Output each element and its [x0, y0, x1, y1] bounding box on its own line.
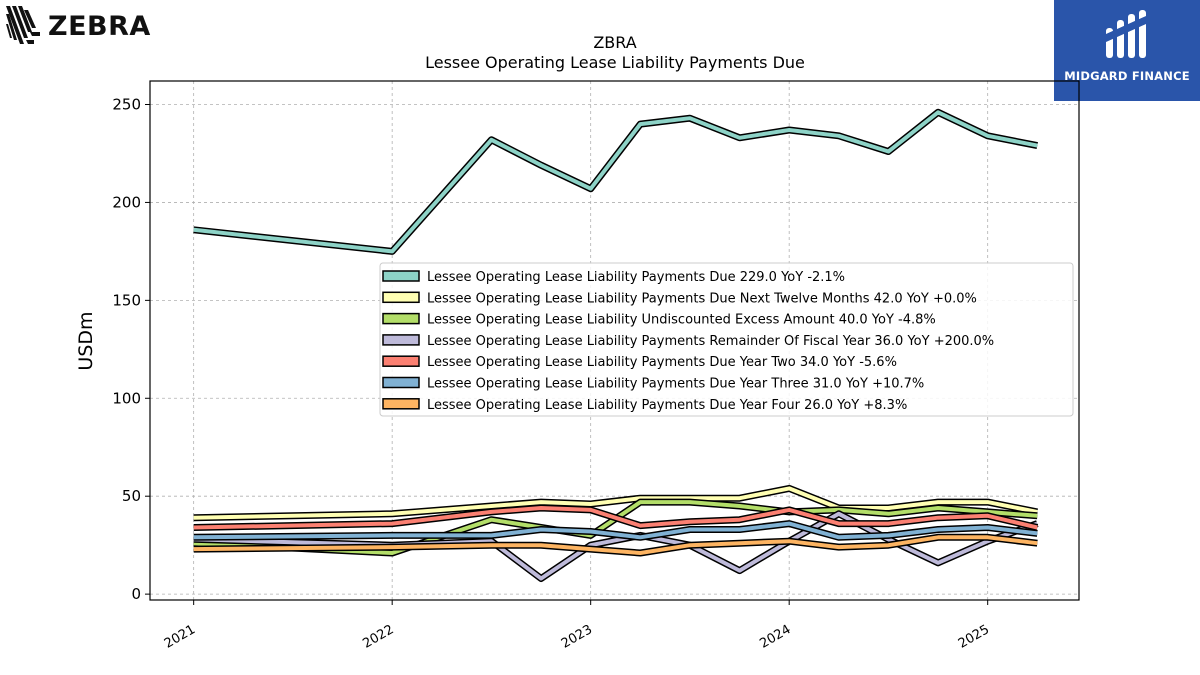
series-line	[193, 108, 1038, 255]
zebra-head-icon	[6, 6, 40, 44]
y-tick-label: 50	[122, 487, 141, 505]
legend: Lessee Operating Lease Liability Payment…	[379, 262, 1074, 417]
brand-badge: MIDGARD FINANCE	[1054, 0, 1200, 101]
legend-swatch	[382, 355, 420, 367]
legend-swatch	[382, 334, 420, 346]
chart-title: ZBRA	[593, 33, 636, 52]
legend-swatch	[382, 291, 420, 304]
x-tick-label: 2023	[559, 622, 595, 652]
legend-label: Lessee Operating Lease Liability Payment…	[427, 377, 924, 392]
y-tick-label: 150	[112, 291, 141, 309]
series-line-core	[193, 521, 1038, 540]
legend-box	[379, 262, 1074, 417]
company-logo-text: ZEBRA	[48, 10, 151, 42]
x-tick-label: 2025	[956, 622, 992, 652]
y-axis-label: USDm	[75, 311, 97, 370]
legend-swatch	[382, 312, 420, 325]
x-tick-label: 2022	[360, 622, 396, 652]
legend-swatch	[382, 270, 420, 282]
series-line	[193, 520, 1038, 541]
legend-label: Lessee Operating Lease Liability Payment…	[427, 291, 977, 306]
plot-frame	[149, 80, 1080, 601]
midgard-logo-icon	[1106, 10, 1146, 58]
legend-label: Lessee Operating Lease Liability Payment…	[427, 334, 994, 349]
series-line-core	[193, 535, 1038, 555]
series-line-core	[193, 500, 1038, 555]
legend-label: Lessee Operating Lease Liability Payment…	[427, 355, 897, 370]
y-axis: 0 50 100 150 200 250	[112, 96, 150, 603]
legend-label: Lessee Operating Lease Liability Payment…	[427, 270, 845, 285]
brand-label: MIDGARD FINANCE	[1064, 69, 1190, 83]
series-line	[193, 504, 1039, 531]
series-line	[193, 533, 1038, 557]
chart-subtitle: Lessee Operating Lease Liability Payment…	[425, 53, 805, 72]
x-tick-label: 2024	[757, 622, 793, 652]
y-tick-label: 100	[112, 389, 141, 407]
series-line-core	[193, 486, 1038, 520]
series-line	[193, 484, 1038, 522]
series-group	[193, 108, 1039, 582]
series-line-core	[193, 506, 1038, 530]
x-axis: 2021 2022 2023 2024 2025	[162, 600, 992, 652]
y-tick-label: 200	[112, 193, 141, 211]
x-tick-label: 2021	[162, 622, 198, 652]
series-line	[193, 498, 1038, 557]
y-tick-label: 0	[131, 585, 141, 603]
legend-label: Lessee Operating Lease Liability Payment…	[427, 398, 907, 413]
y-tick-label: 250	[112, 96, 141, 114]
legend-swatch	[382, 376, 420, 389]
legend-label: Lessee Operating Lease Liability Undisco…	[427, 313, 936, 328]
legend-swatch	[382, 398, 420, 410]
company-logo: ZEBRA	[4, 4, 151, 48]
series-line-core	[193, 110, 1038, 254]
